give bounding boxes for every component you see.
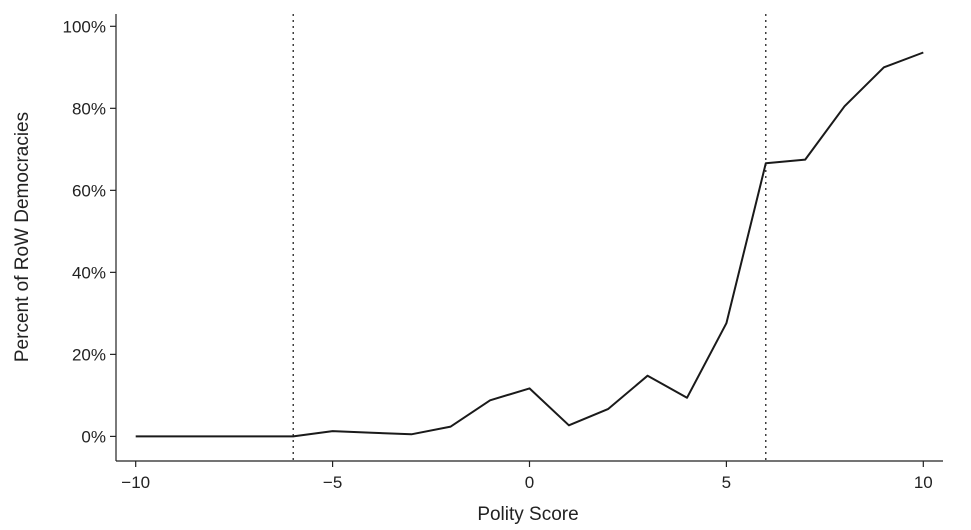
y-tick-label: 80% xyxy=(72,99,106,118)
x-axis-label: Polity Score xyxy=(477,504,578,525)
x-tick-label: −5 xyxy=(323,473,342,492)
x-tick-label: 0 xyxy=(525,473,534,492)
y-axis-label: Percent of RoW Democracies xyxy=(12,112,33,362)
reference-lines xyxy=(292,14,767,461)
y-tick-label: 60% xyxy=(72,181,106,200)
x-tick-label: −10 xyxy=(121,473,150,492)
series-layer xyxy=(135,51,924,438)
x-tick-label: 10 xyxy=(914,473,933,492)
tick-labels: −10 −5 0 5 100%20%40%60%80%100% xyxy=(63,17,933,492)
series-line xyxy=(135,51,924,438)
y-tick-label: 20% xyxy=(72,345,106,364)
x-tick-label: 5 xyxy=(722,473,731,492)
y-tick-label: 100% xyxy=(63,17,106,36)
y-tick-label: 40% xyxy=(72,263,106,282)
axes xyxy=(110,14,943,467)
y-tick-label: 0% xyxy=(81,427,106,446)
